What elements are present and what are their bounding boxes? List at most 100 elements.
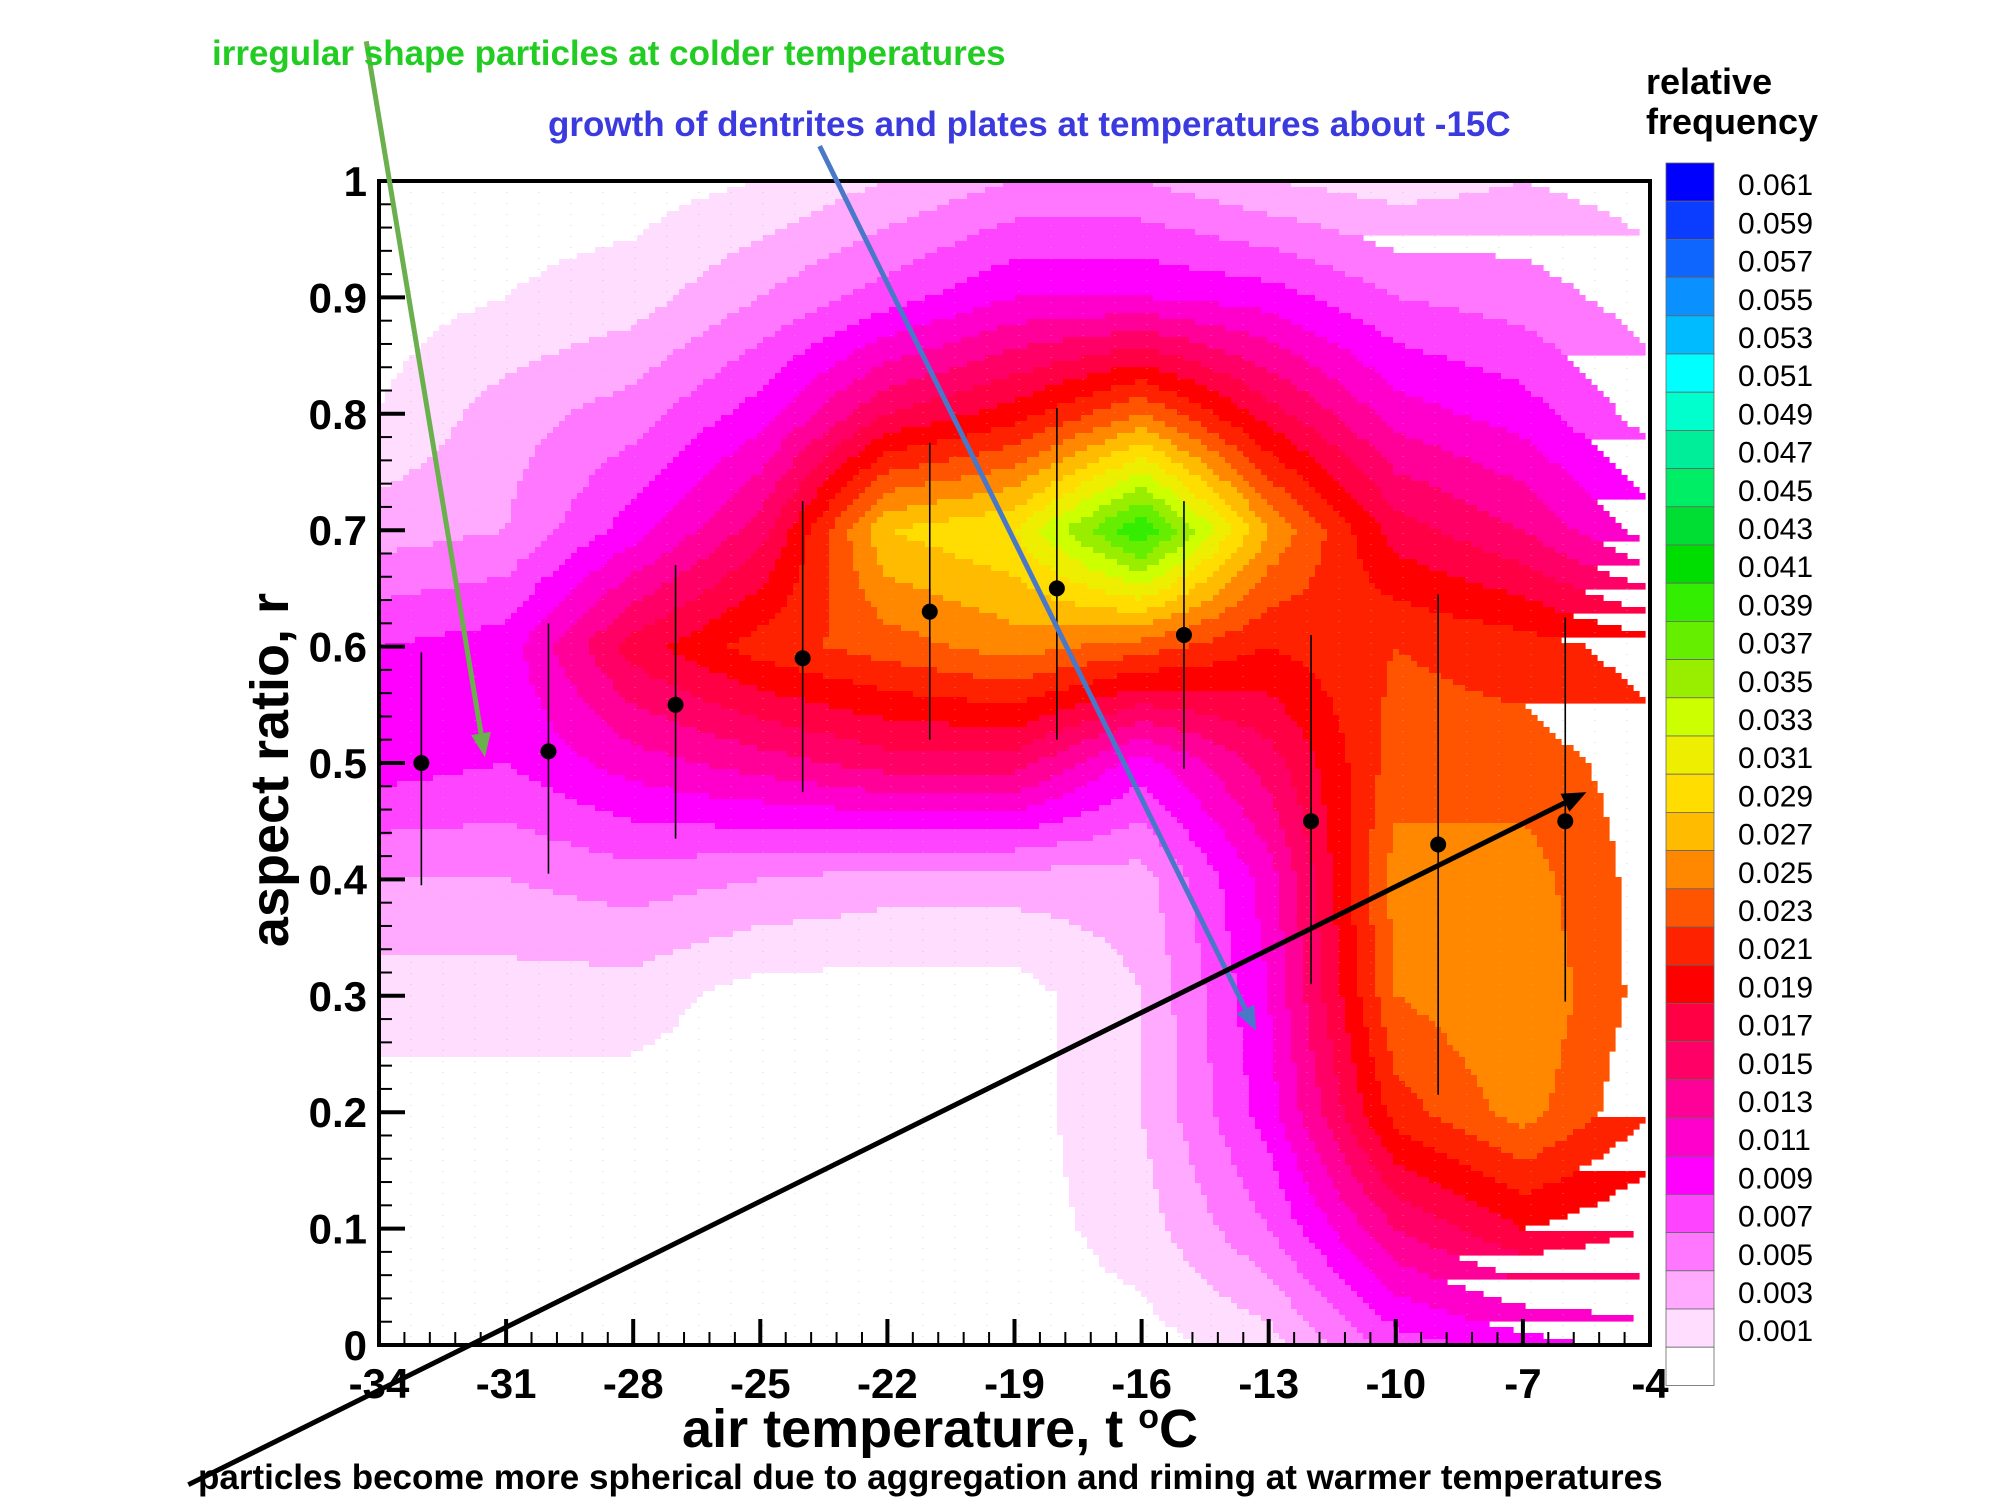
contour-cell <box>613 679 668 686</box>
contour-cell <box>1555 1069 1610 1076</box>
contour-cell <box>949 721 1028 728</box>
contour-cell <box>979 451 1040 458</box>
contour-cell <box>1339 721 1382 728</box>
contour-cell <box>1087 1237 1172 1244</box>
contour-cell <box>1369 877 1388 884</box>
contour-cell <box>1039 715 1100 722</box>
contour-cell <box>1381 1015 1430 1022</box>
contour-cell <box>1387 883 1556 890</box>
contour-cell <box>1249 409 1286 416</box>
contour-cell <box>817 487 842 494</box>
x-tick-label: -4 <box>1631 1360 1669 1407</box>
contour-cell <box>979 331 1112 338</box>
contour-cell <box>553 787 674 794</box>
contour-cell <box>1171 505 1190 512</box>
contour-cell <box>817 493 836 500</box>
contour-cell <box>913 583 1028 590</box>
contour-cell <box>1279 1171 1304 1178</box>
contour-cell <box>1159 907 1196 914</box>
contour-cell <box>835 391 878 398</box>
contour-cell <box>1093 697 1280 704</box>
contour-cell <box>985 355 1082 362</box>
contour-cell <box>1117 433 1160 440</box>
contour-cell <box>379 415 464 422</box>
contour-cell <box>919 349 1004 356</box>
contour-cell <box>1351 805 1376 812</box>
contour-cell <box>1087 445 1130 452</box>
contour-cell <box>955 313 1106 320</box>
contour-cell <box>787 499 812 506</box>
contour-cell <box>1081 415 1130 422</box>
contour-cell <box>1219 1117 1256 1124</box>
contour-cell <box>703 427 764 434</box>
contour-cell <box>1249 331 1316 338</box>
contour-cell <box>1267 961 1286 968</box>
contour-cell <box>1351 1033 1370 1040</box>
contour-cell <box>1381 721 1544 728</box>
contour-cell <box>1399 1195 1466 1202</box>
contour-cell <box>1177 529 1196 536</box>
contour-cell <box>1177 1105 1214 1112</box>
contour-cell <box>379 703 542 710</box>
contour-cell <box>1141 1063 1178 1070</box>
contour-cell <box>379 1261 1100 1268</box>
contour-cell <box>529 661 560 668</box>
contour-cell <box>799 511 824 518</box>
contour-cell <box>1183 481 1208 488</box>
contour-cell <box>1129 823 1148 830</box>
contour-cell <box>1369 1027 1388 1034</box>
contour-cell <box>625 697 704 704</box>
contour-cell <box>1249 457 1280 464</box>
contour-cell <box>721 613 776 620</box>
contour-cell <box>1267 367 1322 374</box>
contour-cell <box>1063 1141 1148 1148</box>
contour-cell <box>1303 985 1322 992</box>
contour-cell <box>1345 745 1382 752</box>
contour-cell <box>1375 1201 1412 1208</box>
contour-cell <box>1207 463 1232 470</box>
contour-cell <box>1387 679 1454 686</box>
contour-cell <box>1333 919 1352 926</box>
contour-cell <box>1213 1075 1250 1082</box>
contour-cell <box>1189 505 1214 512</box>
contour-cell <box>1351 523 1382 530</box>
contour-cell <box>613 853 698 860</box>
contour-cell <box>1321 985 1340 992</box>
contour-cell <box>1243 1063 1274 1070</box>
contour-cell <box>1327 691 1388 698</box>
contour-cell <box>733 493 770 500</box>
contour-cell <box>1075 703 1136 710</box>
contour-cell <box>379 1015 680 1022</box>
contour-cell <box>1333 1069 1358 1076</box>
contour-cell <box>529 637 560 644</box>
contour-cell <box>1189 433 1220 440</box>
contour-cell <box>787 751 1058 758</box>
contour-cell <box>1375 811 1604 818</box>
contour-cell <box>925 541 1022 548</box>
contour-cell <box>1411 475 1514 482</box>
contour-cell <box>829 595 866 602</box>
contour-cell <box>1279 1183 1310 1190</box>
contour-cell <box>1393 1123 1454 1130</box>
contour-cell <box>1207 427 1244 434</box>
contour-cell <box>583 613 620 620</box>
legend-level-label: 0.019 <box>1738 971 1813 1004</box>
contour-cell <box>1195 319 1292 326</box>
contour-cell <box>1057 1003 1142 1010</box>
contour-cell <box>1321 799 1352 806</box>
x-axis-label: air temperature, t oC <box>682 1398 1198 1459</box>
contour-cell <box>1507 1273 1640 1280</box>
contour-cell <box>379 1297 1148 1304</box>
contour-cell <box>1411 655 1598 662</box>
contour-cell <box>1279 373 1328 380</box>
contour-cell <box>1177 1063 1214 1070</box>
contour-cell <box>1201 1273 1268 1280</box>
contour-cell <box>1381 763 1592 770</box>
contour-cell <box>1387 1219 1448 1226</box>
legend-swatch <box>1665 353 1715 393</box>
contour-cell <box>1069 523 1100 530</box>
contour-cell <box>1441 1117 1508 1124</box>
legend-level-label: 0.001 <box>1738 1315 1813 1348</box>
contour-cell <box>451 433 548 440</box>
contour-cell <box>1075 1219 1166 1226</box>
